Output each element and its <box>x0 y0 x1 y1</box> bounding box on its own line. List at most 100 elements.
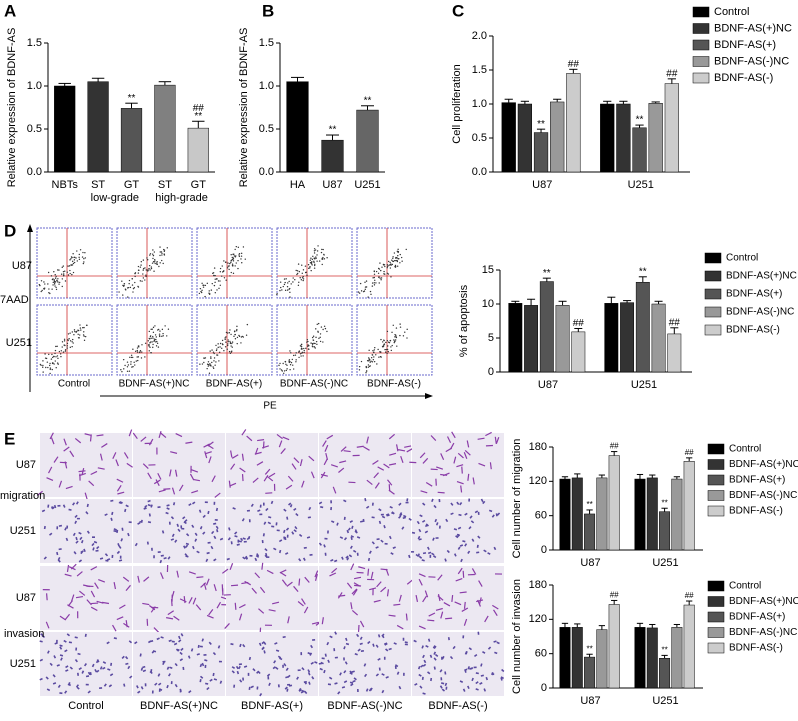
cell <box>393 604 400 605</box>
flow-dot <box>372 350 373 351</box>
y-tick-label: 0.5 <box>27 123 42 135</box>
flow-dot <box>401 260 402 261</box>
flow-dot <box>404 332 405 333</box>
legend-label: BDNF-AS(+) <box>726 289 782 300</box>
flow-dot <box>229 275 230 276</box>
flow-dot <box>373 352 374 353</box>
flow-dot <box>393 325 394 326</box>
flow-dot <box>280 287 281 288</box>
cell <box>455 554 456 557</box>
flow-dot <box>388 351 389 352</box>
flow-dot <box>372 285 373 286</box>
flow-dot <box>295 354 296 355</box>
flow-dot <box>57 355 58 356</box>
legend-swatch <box>708 581 724 591</box>
cell <box>97 659 98 662</box>
flow-dot <box>300 355 301 356</box>
flow-dot <box>401 257 402 258</box>
flow-dot <box>50 369 51 370</box>
flow-dot <box>384 349 385 350</box>
flow-dot <box>387 349 388 350</box>
flow-dot <box>149 338 150 339</box>
flow-dot <box>72 331 73 332</box>
flow-dot <box>52 369 53 370</box>
flow-dot <box>292 364 293 365</box>
flow-dot <box>315 256 316 257</box>
flow-dot <box>83 263 84 264</box>
flow-dot <box>154 251 155 252</box>
flow-dot <box>232 254 233 255</box>
cell <box>459 515 462 516</box>
flow-dot <box>151 341 152 342</box>
flow-dot <box>399 323 400 324</box>
flow-dot <box>154 338 155 339</box>
cell <box>69 682 70 685</box>
cell <box>205 683 208 684</box>
cell <box>164 558 167 559</box>
flow-dot <box>227 349 228 350</box>
flow-dot <box>203 357 204 358</box>
cell <box>172 599 173 606</box>
cell <box>352 671 355 672</box>
flow-dot <box>374 270 375 271</box>
cell <box>112 512 113 515</box>
cell <box>308 653 311 654</box>
cell <box>69 509 72 510</box>
flow-dot <box>216 348 217 349</box>
flow-dot <box>237 260 238 261</box>
flow-dot <box>56 289 57 290</box>
cell <box>406 614 407 621</box>
cell <box>208 511 209 514</box>
legend-label: BDNF-AS(-) <box>729 643 783 654</box>
flow-dot <box>83 261 84 262</box>
cell <box>285 537 286 540</box>
error-bar <box>599 626 605 630</box>
flow-dot <box>68 333 69 334</box>
flow-dot <box>43 288 44 289</box>
bar <box>560 479 570 550</box>
flow-dot <box>315 337 316 338</box>
flow-dot <box>368 367 369 368</box>
bar <box>121 108 142 172</box>
flow-dot <box>308 349 309 350</box>
flow-dot <box>236 246 237 247</box>
flow-dot <box>320 333 321 334</box>
cell <box>47 593 48 600</box>
flow-dot <box>55 276 56 277</box>
cell <box>119 502 122 503</box>
y-tick-label: 1.5 <box>259 37 274 49</box>
flow-dot <box>148 268 149 269</box>
legend-swatch <box>693 73 709 83</box>
y-tick-label: 0 <box>541 544 547 556</box>
flow-dot <box>163 335 164 336</box>
cell <box>144 508 147 509</box>
column-label: BDNF-AS(-)NC <box>280 379 348 390</box>
arrow-head <box>425 393 433 399</box>
flow-dot <box>144 356 145 357</box>
flow-dot <box>241 336 242 337</box>
cell <box>430 655 431 658</box>
cell <box>418 554 419 557</box>
flow-dot <box>395 260 396 261</box>
flow-dot <box>128 287 129 288</box>
cell <box>55 643 58 644</box>
cell <box>412 533 415 534</box>
flow-dot <box>380 356 381 357</box>
cell <box>373 644 374 647</box>
flow-dot <box>74 257 75 258</box>
flow-dot <box>69 270 70 271</box>
flow-dot <box>397 261 398 262</box>
error-bar <box>661 655 667 658</box>
flow-dot <box>385 342 386 343</box>
cell <box>218 646 219 649</box>
flow-dot <box>230 345 231 346</box>
flow-dot <box>137 347 138 348</box>
cell <box>271 501 272 504</box>
y-tick-label: 0 <box>541 682 547 694</box>
annotation: ** <box>661 498 667 507</box>
legend-label: BDNF-AS(+) <box>729 612 785 623</box>
cell <box>445 559 446 562</box>
cell <box>351 537 352 540</box>
y-tick-label: 0.5 <box>259 123 274 135</box>
flow-dot <box>132 278 133 279</box>
